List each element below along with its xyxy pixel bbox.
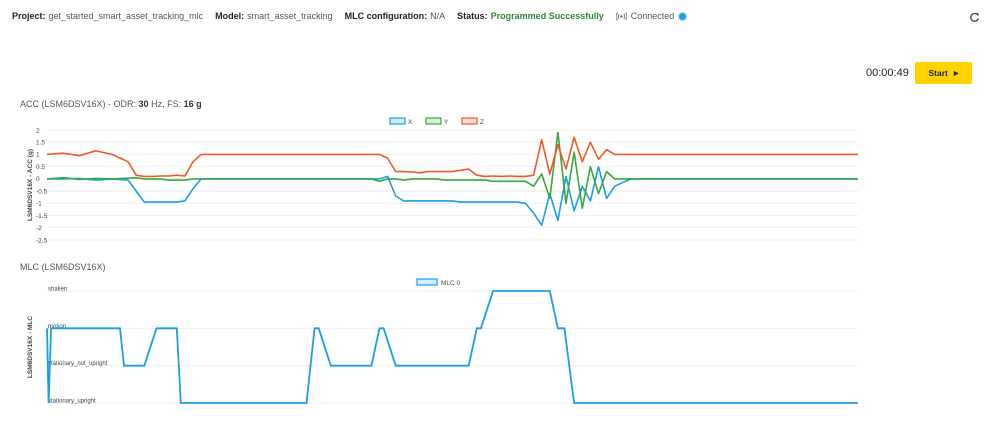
legend-label: MLC 0 bbox=[441, 280, 461, 287]
y-axis-label: LSM6DSV16X - MLC bbox=[27, 316, 34, 378]
y-tick-label: -2 bbox=[36, 225, 42, 232]
legend-label: X bbox=[408, 119, 413, 126]
y-tick-label: 1.5 bbox=[36, 140, 45, 147]
series-line-mlc0 bbox=[46, 290, 858, 404]
connection-indicator bbox=[679, 12, 687, 20]
y-axis-label: LSM6DSV16X - ACC (g) bbox=[27, 149, 34, 221]
y-tick-label: 1 bbox=[36, 152, 40, 159]
connection-status: Connected bbox=[615, 11, 687, 21]
play-icon: ▶ bbox=[953, 70, 959, 77]
mlc-config-value: N/A bbox=[430, 11, 446, 21]
model-label: Model: bbox=[215, 11, 245, 21]
y-tick-label: -2.5 bbox=[36, 237, 48, 244]
acc-odr-unit: Hz, FS: bbox=[151, 99, 182, 109]
legend-label: Y bbox=[444, 119, 449, 126]
session-timer: 00:00:49 bbox=[866, 67, 909, 79]
y-tick-label: -1 bbox=[36, 201, 42, 208]
status-value: Programmed Successfully bbox=[490, 11, 604, 21]
y-tick-label: 0 bbox=[36, 176, 40, 183]
category-label: shaken bbox=[48, 287, 67, 293]
connection-label: Connected bbox=[630, 11, 675, 21]
status-info: Status: Programmed Successfully bbox=[457, 11, 604, 21]
legend-swatch bbox=[389, 117, 406, 125]
signal-icon bbox=[615, 11, 627, 21]
project-label: Project: bbox=[12, 11, 46, 21]
legend-swatch bbox=[425, 117, 442, 125]
model-value: smart_asset_tracking bbox=[247, 11, 333, 21]
category-label: stationary_upright bbox=[48, 399, 96, 405]
start-button[interactable]: Start ▶ bbox=[915, 62, 972, 84]
y-tick-label: -1.5 bbox=[36, 213, 48, 220]
legend-swatch bbox=[416, 278, 438, 286]
acc-fs-value: 16 g bbox=[183, 99, 202, 109]
mlc-config-info: MLC configuration: N/A bbox=[345, 11, 446, 21]
acc-odr-value: 30 bbox=[138, 99, 149, 109]
mlc-chart-title: MLC (LSM6DSV16X) bbox=[20, 262, 106, 272]
category-label: motion bbox=[48, 324, 66, 330]
start-label: Start bbox=[928, 68, 948, 78]
y-tick-label: -0.5 bbox=[36, 188, 48, 195]
acc-title-prefix: ACC (LSM6DSV16X) - ODR: bbox=[20, 99, 137, 109]
y-tick-label: 0.5 bbox=[36, 164, 45, 171]
model-info: Model: smart_asset_tracking bbox=[215, 11, 333, 21]
status-label: Status: bbox=[457, 11, 488, 21]
project-info: Project: get_started_smart_asset_trackin… bbox=[12, 11, 203, 21]
acc-chart-title: ACC (LSM6DSV16X) - ODR: 30 Hz, FS: 16 g bbox=[20, 99, 202, 109]
series-line-z bbox=[46, 136, 858, 178]
legend-label: Z bbox=[480, 119, 484, 126]
y-tick-label: 2 bbox=[36, 127, 40, 134]
legend-swatch bbox=[461, 117, 478, 125]
project-value: get_started_smart_asset_tracking_mlc bbox=[48, 11, 204, 21]
mlc-chart: shaken motion stationary_not_uprightstatio… bbox=[27, 278, 858, 405]
status-bar: Project: get_started_smart_asset_trackin… bbox=[12, 9, 687, 23]
mlc-config-label: MLC configuration: bbox=[344, 11, 428, 21]
refresh-icon bbox=[969, 12, 979, 22]
series-line-y bbox=[46, 131, 858, 209]
refresh-button[interactable] bbox=[967, 10, 981, 24]
category-label: stationary_not_upright bbox=[48, 361, 108, 367]
acc-chart: 2 1.5 1 0.5 0 -0.5 -1 -1.5 -2 -2.5 LSM6DSV16X - AC… bbox=[27, 117, 858, 244]
